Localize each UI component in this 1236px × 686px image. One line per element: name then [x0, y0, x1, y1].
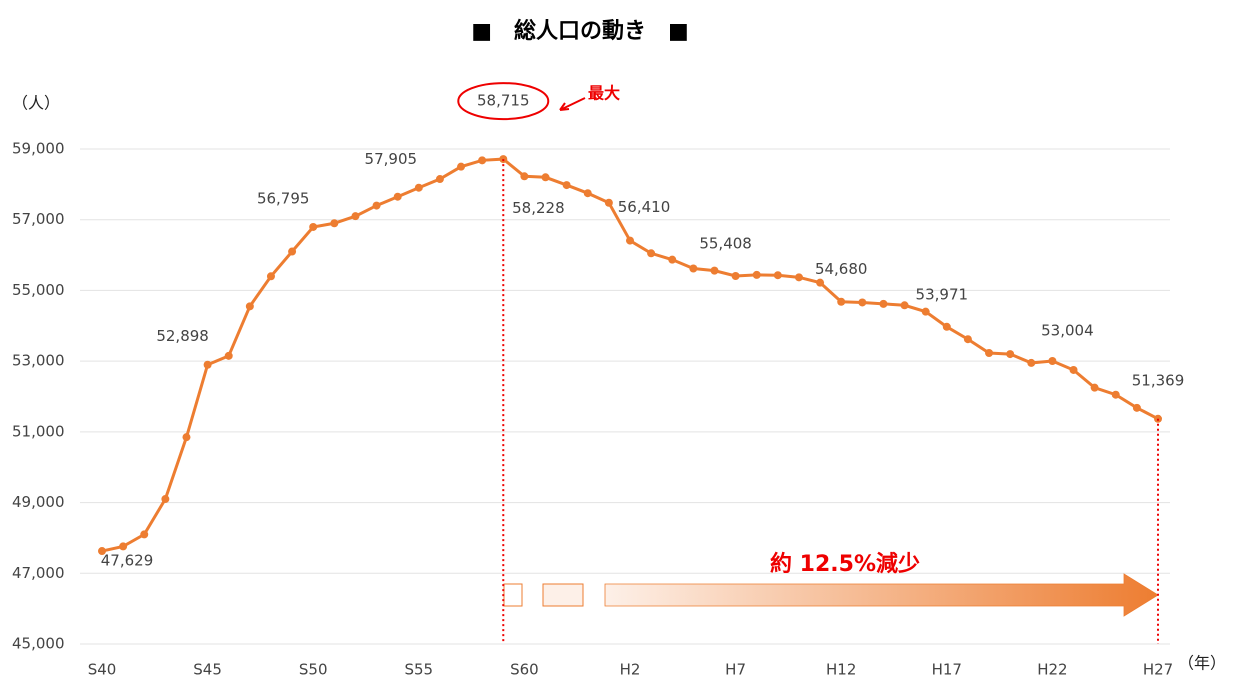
point: [1027, 358, 1036, 367]
point: [266, 272, 275, 281]
point: [921, 307, 930, 316]
decrease-arrow: [604, 573, 1159, 617]
point: [985, 349, 994, 358]
data-label: 47,629: [101, 552, 154, 570]
point: [224, 351, 233, 360]
point: [963, 335, 972, 344]
line: [101, 157, 1159, 553]
y-tick-label: 49,000: [12, 493, 65, 511]
arrow-block: [503, 583, 523, 607]
x-axis-label: （年）: [1178, 654, 1226, 673]
max-pointer: [559, 97, 586, 111]
x-tick-label: S50: [299, 661, 328, 679]
data-label: 54,680: [815, 260, 868, 278]
chart-title: ■ 総人口の動き ■: [471, 18, 689, 44]
point: [98, 547, 106, 556]
arrow-block: [542, 583, 584, 607]
point: [837, 297, 846, 306]
data-label: 57,905: [365, 150, 418, 168]
y-tick-label: 53,000: [12, 352, 65, 370]
data-label: 56,795: [257, 189, 310, 207]
point: [562, 181, 571, 190]
max-annotation: 最大: [588, 84, 620, 103]
data-label: 56,410: [618, 198, 671, 216]
point: [1132, 403, 1141, 412]
point: [520, 172, 529, 181]
y-tick-label: 55,000: [12, 281, 65, 299]
point: [330, 219, 339, 228]
point: [816, 278, 825, 287]
decrease-annotation: 約 12.5%減少: [770, 551, 920, 577]
point: [1048, 357, 1057, 366]
x-tick-label: H7: [725, 661, 746, 679]
max-highlight: [457, 82, 550, 121]
y-tick-label: 59,000: [12, 140, 65, 158]
data-label: 52,898: [156, 327, 209, 345]
point: [858, 298, 867, 307]
point: [372, 201, 381, 210]
x-tick-label: H22: [1037, 661, 1067, 679]
x-tick-label: S45: [193, 661, 222, 679]
y-tick-label: 51,000: [12, 422, 65, 440]
point: [900, 301, 909, 310]
data-label: 51,369: [1132, 371, 1185, 389]
x-tick-label: S55: [404, 661, 433, 679]
point: [1111, 390, 1120, 399]
data-label: 58,228: [512, 199, 565, 217]
point: [689, 264, 698, 273]
point: [942, 322, 951, 331]
point: [647, 249, 656, 258]
data-label: 53,004: [1041, 322, 1094, 340]
y-axis-label: （人）: [12, 94, 60, 113]
point: [182, 433, 191, 442]
point: [457, 162, 466, 171]
point: [203, 360, 212, 369]
x-tick-label: H12: [826, 661, 856, 679]
point: [604, 198, 613, 207]
x-tick-label: H17: [932, 661, 962, 679]
x-tick-label: H2: [620, 661, 641, 679]
point: [414, 183, 423, 192]
point: [794, 273, 803, 282]
data-label: 55,408: [699, 235, 752, 253]
x-tick-label: S60: [510, 661, 539, 679]
point: [245, 302, 254, 311]
point: [879, 299, 888, 308]
point: [1090, 383, 1099, 392]
point: [731, 272, 740, 281]
point: [773, 271, 782, 280]
point: [393, 192, 402, 201]
point: [1006, 350, 1015, 359]
point: [140, 530, 149, 539]
point: [541, 173, 550, 182]
x-tick-label: S40: [88, 661, 117, 679]
y-tick-label: 57,000: [12, 210, 65, 228]
y-tick-label: 47,000: [12, 564, 65, 582]
x-tick-label: H27: [1143, 661, 1173, 679]
data-label: 58,715: [477, 92, 530, 110]
point: [710, 266, 719, 275]
point: [119, 542, 128, 551]
point: [478, 156, 487, 165]
point: [309, 222, 318, 231]
y-tick-label: 45,000: [12, 635, 65, 653]
point: [752, 270, 761, 279]
point: [583, 189, 592, 198]
point: [1069, 365, 1078, 374]
point: [668, 255, 677, 264]
data-label: 53,971: [916, 285, 969, 303]
point: [435, 175, 444, 184]
point: [288, 247, 297, 256]
point: [351, 212, 360, 221]
point: [626, 236, 634, 245]
point: [161, 495, 170, 504]
